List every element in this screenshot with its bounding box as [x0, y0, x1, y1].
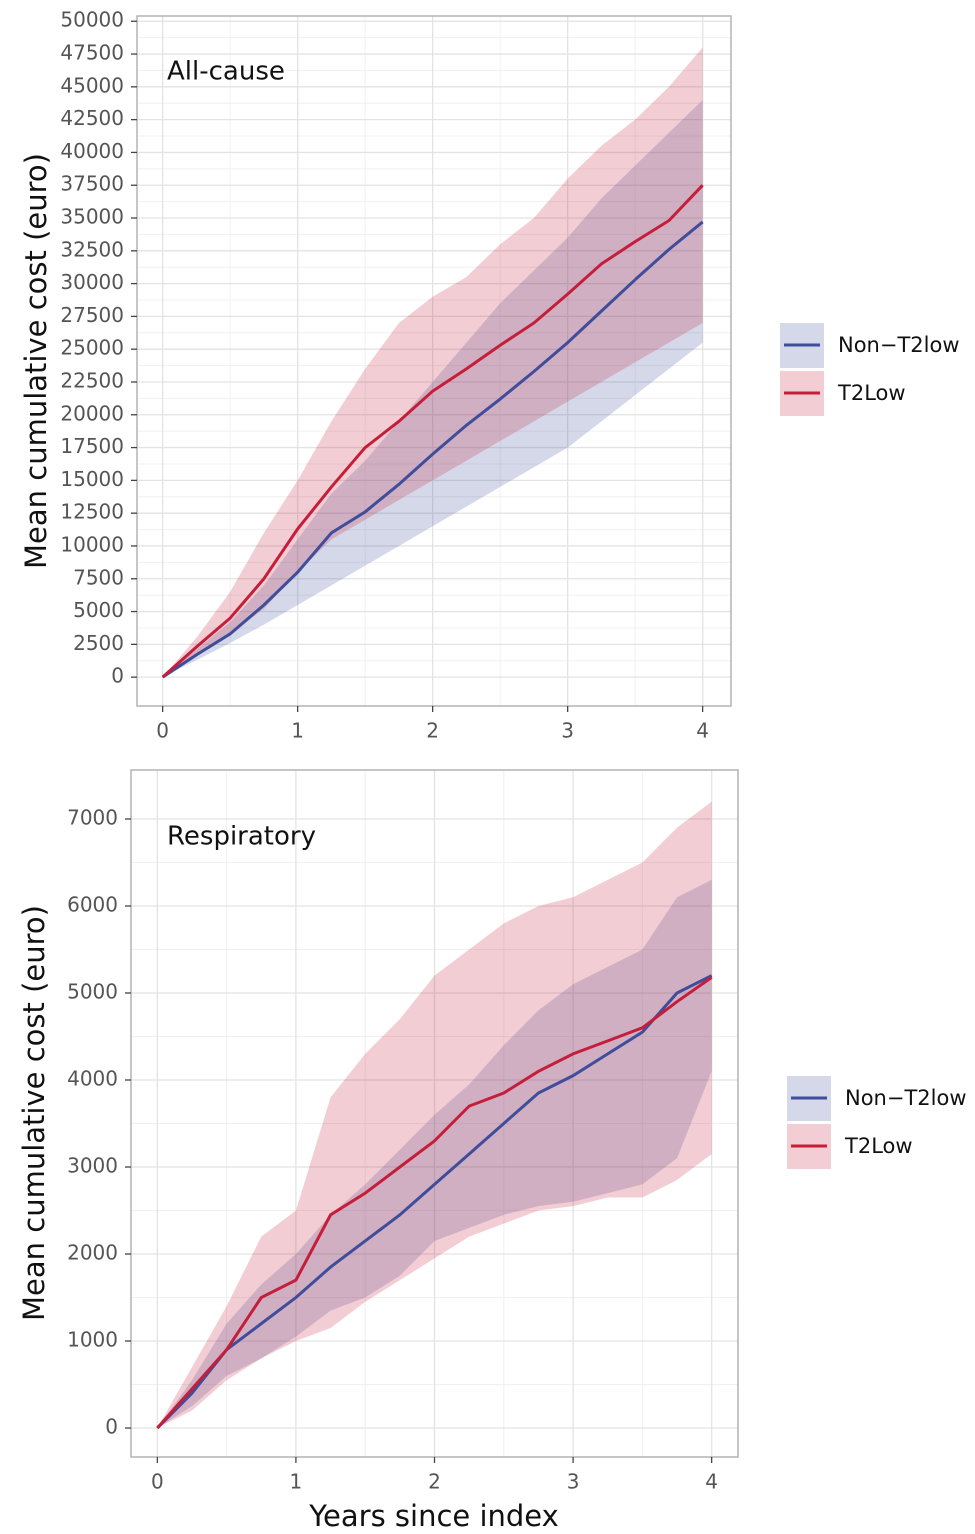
x-tick-label: 4	[705, 1470, 718, 1494]
y-tick-label: 4000	[67, 1067, 118, 1091]
y-tick-label: 35000	[60, 205, 124, 229]
x-tick-label: 3	[561, 719, 574, 743]
y-tick-label: 0	[111, 664, 124, 688]
legend-label: Non−T2low	[845, 1086, 967, 1110]
y-tick-label: 50000	[60, 8, 124, 32]
x-tick-label: 2	[428, 1470, 441, 1494]
x-tick-label: 0	[151, 1470, 164, 1494]
y-tick-label: 1000	[67, 1328, 118, 1352]
x-tick-label: 4	[696, 719, 709, 743]
x-tick-label: 2	[426, 719, 439, 743]
y-tick-label: 7000	[67, 805, 118, 829]
confidence-band	[157, 879, 712, 1429]
confidence-band	[157, 801, 712, 1429]
panel-border	[136, 15, 732, 707]
legend-label: T2Low	[837, 381, 906, 405]
y-tick-label: 25000	[60, 336, 124, 360]
y-tick-label: 15000	[60, 467, 124, 491]
y-tick-label: 27500	[60, 303, 124, 327]
series-line	[156, 976, 713, 1430]
y-tick-label: 20000	[60, 401, 124, 425]
y-tick-label: 22500	[60, 368, 124, 392]
confidence-band	[162, 99, 703, 678]
y-axis-title: Mean cumulative cost (euro)	[19, 153, 53, 569]
y-tick-label: 42500	[60, 106, 124, 130]
y-tick-label: 30000	[60, 270, 124, 294]
series-line	[161, 220, 704, 679]
y-tick-label: 2000	[67, 1241, 118, 1265]
y-tick-label: 32500	[60, 237, 124, 261]
series-line	[161, 184, 704, 679]
y-tick-label: 5000	[73, 598, 124, 622]
y-tick-label: 40000	[60, 139, 124, 163]
y-tick-label: 10000	[60, 532, 124, 556]
y-tick-label: 17500	[60, 434, 124, 458]
y-tick-label: 6000	[67, 892, 118, 916]
y-tick-label: 45000	[60, 73, 124, 97]
y-tick-label: 12500	[60, 500, 124, 524]
x-tick-label: 0	[156, 719, 169, 743]
legend-label: Non−T2low	[838, 333, 960, 357]
plot-panel	[137, 16, 731, 706]
y-axis-title: Mean cumulative cost (euro)	[17, 905, 51, 1321]
x-tick-label: 3	[567, 1470, 580, 1494]
y-tick-label: 0	[105, 1415, 118, 1439]
confidence-band	[162, 47, 703, 678]
x-tick-label: 1	[291, 719, 304, 743]
y-tick-label: 7500	[73, 565, 124, 589]
series-line	[156, 974, 713, 1430]
y-tick-label: 47500	[60, 41, 124, 65]
y-tick-label: 5000	[67, 979, 118, 1003]
legend-label: T2Low	[844, 1134, 913, 1158]
y-tick-label: 37500	[60, 172, 124, 196]
x-axis-title: Years since index	[308, 1499, 559, 1533]
x-tick-label: 1	[290, 1470, 303, 1494]
annotation: All-cause	[167, 57, 285, 87]
annotation: Respiratory	[167, 822, 316, 852]
y-tick-label: 3000	[67, 1154, 118, 1178]
y-tick-label: 2500	[73, 631, 124, 655]
